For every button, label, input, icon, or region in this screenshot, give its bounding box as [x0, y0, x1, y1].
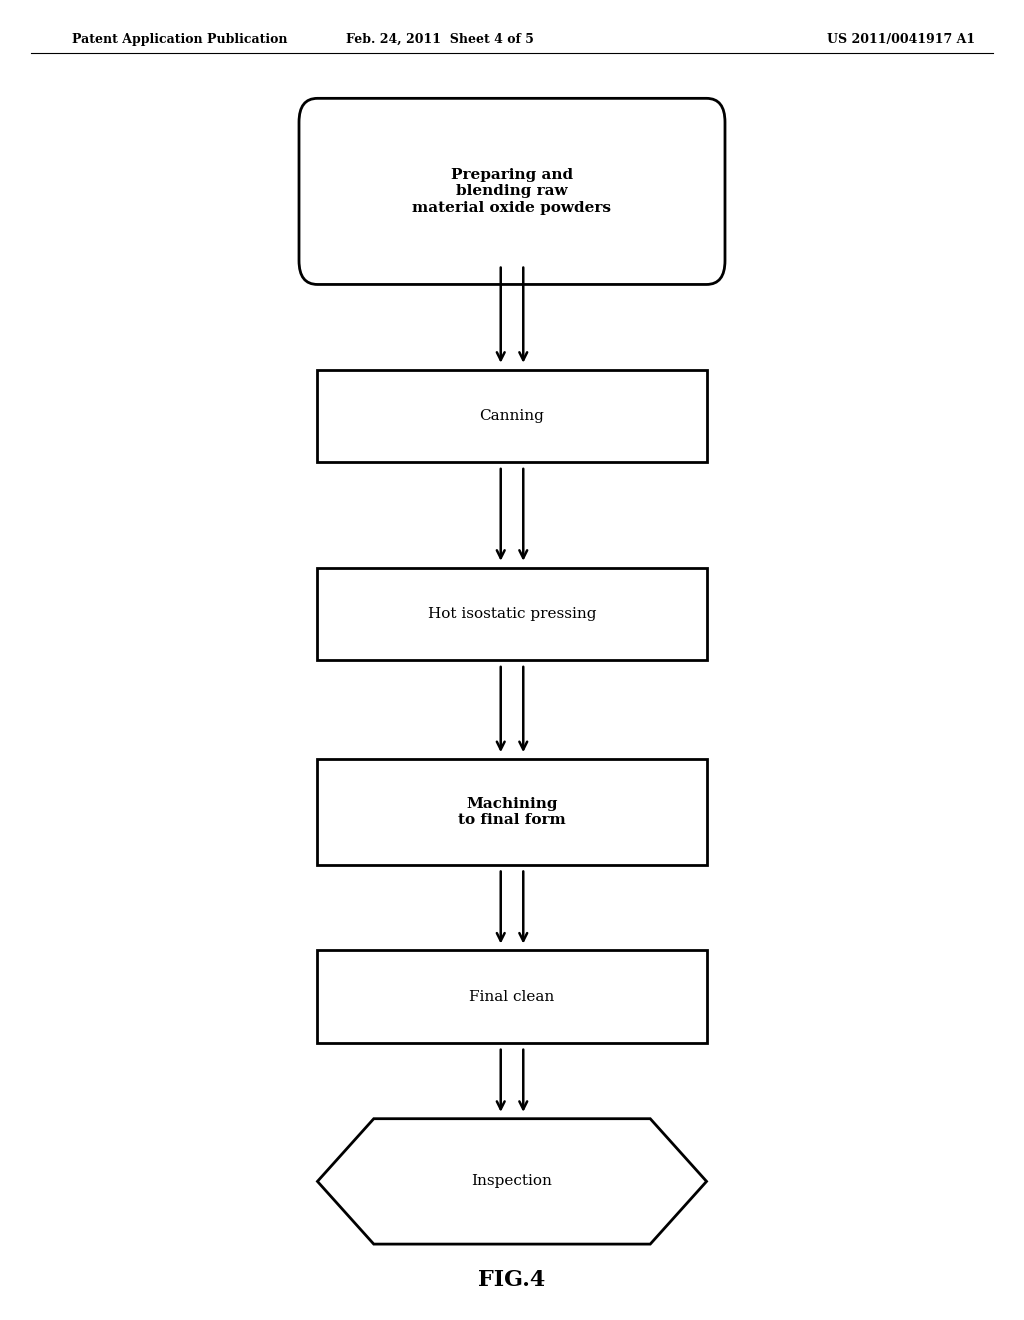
- Bar: [317, 370, 707, 462]
- Text: Inspection: Inspection: [472, 1175, 552, 1188]
- Polygon shape: [317, 1119, 707, 1243]
- Bar: [317, 950, 707, 1043]
- Text: Hot isostatic pressing: Hot isostatic pressing: [428, 607, 596, 620]
- Text: Feb. 24, 2011  Sheet 4 of 5: Feb. 24, 2011 Sheet 4 of 5: [346, 33, 535, 46]
- Bar: [317, 759, 707, 865]
- Text: Preparing and
blending raw
material oxide powders: Preparing and blending raw material oxid…: [413, 168, 611, 215]
- Text: US 2011/0041917 A1: US 2011/0041917 A1: [827, 33, 975, 46]
- Text: Patent Application Publication: Patent Application Publication: [72, 33, 287, 46]
- Text: Machining
to final form: Machining to final form: [458, 797, 566, 826]
- Text: FIG.4: FIG.4: [478, 1270, 546, 1291]
- Bar: [317, 568, 707, 660]
- Text: Canning: Canning: [479, 409, 545, 422]
- FancyBboxPatch shape: [299, 98, 725, 285]
- Text: Final clean: Final clean: [469, 990, 555, 1003]
